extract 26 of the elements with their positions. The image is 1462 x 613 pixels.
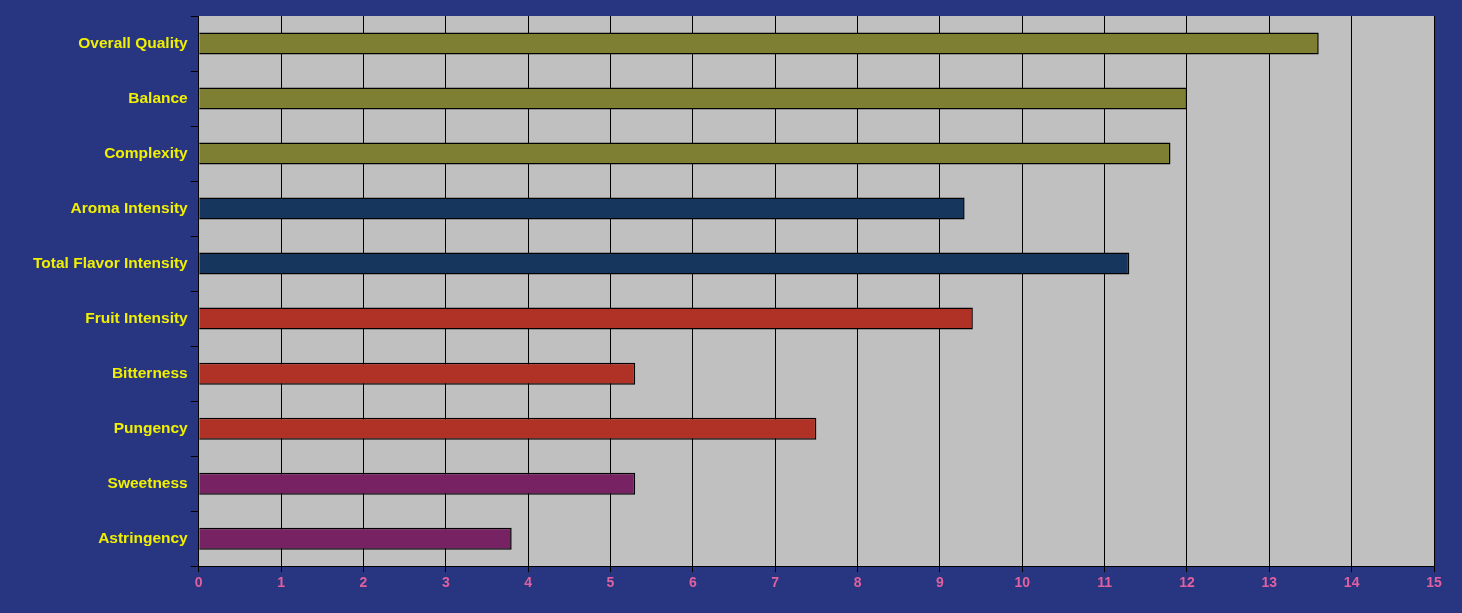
x-tick-label: 9 (936, 574, 944, 591)
x-tick-label: 15 (1426, 574, 1442, 591)
x-tick-label: 13 (1261, 574, 1278, 591)
y-tick-label: Bitterness (111, 363, 188, 381)
y-tick-label: Astringency (98, 528, 189, 546)
x-tick-label: 3 (441, 574, 450, 591)
y-tick-label: Fruit Intensity (85, 308, 189, 326)
y-tick-label: Sweetness (107, 473, 188, 491)
x-tick-label: 14 (1343, 574, 1360, 591)
x-tick-label: 2 (359, 574, 368, 591)
y-tick-label: Overall Quality (78, 33, 189, 51)
y-tick-label: Pungency (113, 418, 189, 436)
x-tick-label: 12 (1179, 574, 1195, 591)
x-tick-label: 0 (194, 574, 203, 591)
x-tick-label: 1 (277, 574, 286, 591)
x-tick-label: 10 (1014, 574, 1031, 591)
x-tick-label: 7 (771, 574, 780, 591)
x-tick-label: 8 (853, 574, 862, 591)
y-tick-label: Complexity (104, 143, 189, 161)
x-tick-label: 6 (688, 574, 697, 591)
x-tick-label: 4 (524, 574, 533, 591)
x-tick-label: 5 (606, 574, 615, 591)
y-tick-label: Aroma Intensity (70, 198, 189, 216)
y-tick-label: Total Flavor Intensity (32, 253, 189, 271)
x-tick-label: 11 (1097, 574, 1113, 591)
y-tick-label: Balance (128, 88, 189, 106)
